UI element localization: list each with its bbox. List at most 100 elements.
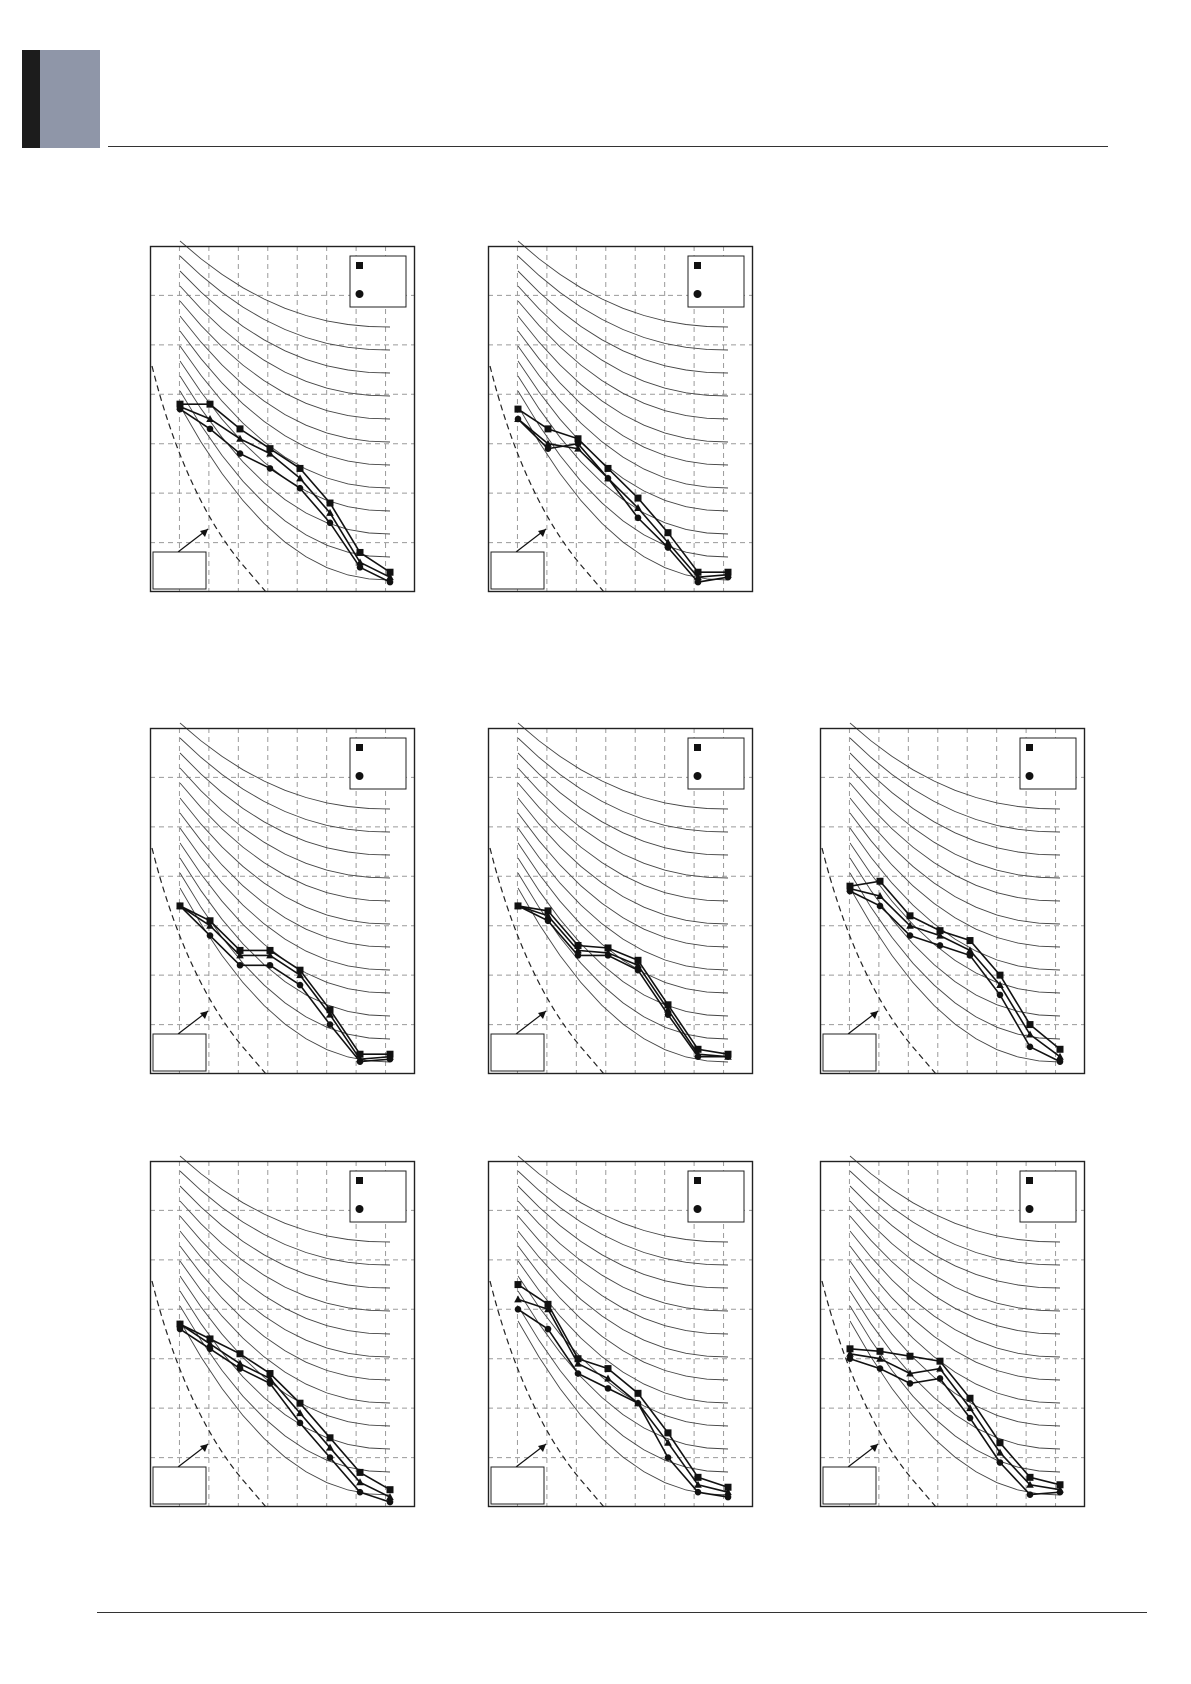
series-line-square: [517, 408, 728, 574]
data-point-square: [966, 937, 974, 945]
series-line-circle: [179, 408, 391, 583]
data-point-square: [266, 1370, 274, 1378]
data-point-circle: [604, 1385, 612, 1392]
data-point-circle: [694, 1053, 702, 1060]
data-point-square: [936, 1357, 944, 1365]
series-line-triangle: [517, 1298, 729, 1493]
boundary-dashed-curve: [151, 847, 267, 1075]
reference-curve: [517, 797, 729, 925]
reference-curve: [179, 375, 391, 535]
chart-8: [819, 1155, 1086, 1508]
data-point-circle: [236, 450, 244, 457]
data-point-square: [906, 912, 914, 920]
data-point-triangle: [326, 508, 334, 516]
data-point-square: [876, 1347, 884, 1355]
data-point-triangle: [906, 921, 914, 929]
data-point-triangle: [996, 981, 1004, 989]
boundary-dashed-curve: [489, 365, 605, 593]
footer-rule: [97, 1612, 1147, 1613]
legend-circle-icon: [693, 772, 702, 780]
data-point-square: [604, 944, 612, 952]
label-box: [822, 1466, 877, 1505]
reference-curve: [517, 1215, 729, 1335]
data-point-circle: [1056, 1058, 1064, 1065]
series-line-circle: [849, 1357, 1061, 1496]
legend-circle-icon: [693, 290, 702, 298]
plot-frame: [149, 1160, 416, 1508]
reference-curve: [517, 330, 729, 466]
data-point-circle: [996, 991, 1004, 999]
section-tab-dark: [22, 50, 40, 148]
reference-curve: [849, 872, 1061, 1040]
reference-curve: [179, 1320, 391, 1496]
data-point-square: [514, 405, 522, 413]
data-point-square: [604, 464, 612, 472]
data-point-triangle: [906, 1369, 914, 1377]
data-point-square: [664, 1001, 672, 1009]
data-point-triangle: [296, 1409, 304, 1417]
arrow-head-icon: [200, 1444, 208, 1452]
reference-curve: [517, 285, 729, 397]
data-point-triangle: [574, 1359, 582, 1367]
data-point-square: [266, 445, 274, 453]
boundary-dashed-curve: [821, 847, 937, 1075]
boundary-dashed-curve: [489, 847, 605, 1075]
reference-curve: [849, 887, 1061, 1063]
label-box: [152, 1466, 207, 1505]
data-point-circle: [356, 1058, 364, 1065]
data-point-square: [996, 1439, 1004, 1447]
reference-curve: [517, 722, 729, 810]
data-point-triangle: [876, 1354, 884, 1362]
reference-curve: [179, 255, 391, 351]
data-point-circle: [296, 1419, 304, 1427]
arrow-head-icon: [870, 1444, 878, 1452]
reference-curve: [517, 1320, 729, 1496]
legend-square-icon: [356, 1177, 363, 1184]
data-point-triangle: [664, 538, 672, 546]
data-point-triangle: [326, 1443, 334, 1451]
reference-curve: [849, 842, 1061, 994]
reference-curve: [179, 330, 391, 466]
data-point-circle: [724, 1053, 732, 1060]
data-point-triangle: [966, 946, 974, 954]
legend: [687, 737, 745, 790]
data-point-square: [1026, 1021, 1034, 1029]
legend: [1019, 737, 1077, 790]
data-point-square: [724, 1483, 732, 1491]
data-point-triangle: [514, 1295, 522, 1303]
reference-curve: [179, 345, 391, 489]
arrow-head-icon: [200, 529, 208, 537]
data-point-circle: [906, 932, 914, 939]
legend-square-icon: [1026, 744, 1033, 751]
data-point-circle: [966, 952, 974, 959]
curve-family: [179, 722, 391, 1063]
series-line-square: [179, 905, 390, 1056]
legend-circle-icon: [355, 772, 364, 780]
legend-square-icon: [1026, 1177, 1033, 1184]
reference-curve: [179, 782, 391, 902]
data-point-triangle: [996, 1448, 1004, 1456]
data-point-square: [906, 1352, 914, 1360]
reference-curve: [849, 1170, 1061, 1266]
data-point-square: [634, 956, 642, 964]
legend-square-icon: [694, 744, 701, 751]
data-point-circle: [936, 1375, 944, 1382]
data-point-square: [664, 1429, 672, 1437]
data-point-square: [936, 927, 944, 935]
legend-circle-icon: [1025, 772, 1034, 780]
data-point-circle: [604, 475, 612, 482]
chart-7: [487, 1155, 754, 1508]
data-point-circle: [176, 902, 184, 910]
arrow-head-icon: [538, 1444, 546, 1452]
reference-curve: [179, 1155, 391, 1243]
series-line-circle: [179, 905, 391, 1063]
series-line-square: [517, 905, 729, 1055]
data-point-square: [966, 1394, 974, 1402]
reference-curve: [517, 375, 729, 535]
data-point-circle: [634, 514, 642, 522]
data-point-square: [996, 971, 1004, 979]
reference-curve: [849, 1260, 1061, 1404]
data-point-circle: [266, 1380, 274, 1387]
reference-curve: [849, 1200, 1061, 1312]
chart-4: [487, 722, 754, 1075]
